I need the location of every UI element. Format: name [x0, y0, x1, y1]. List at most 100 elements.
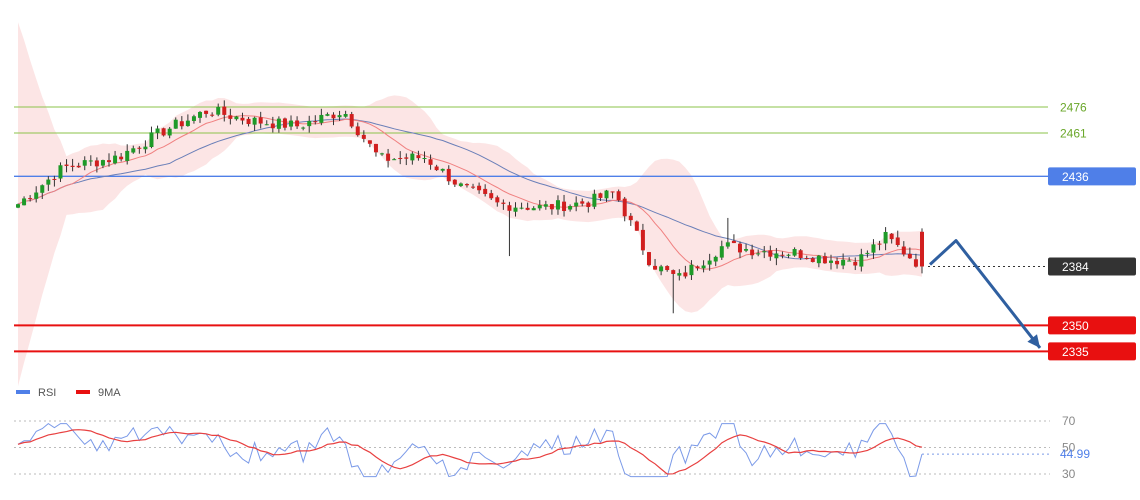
level-label-2476: 2476	[1060, 101, 1087, 115]
candle-body	[295, 120, 300, 127]
candle-body	[483, 188, 488, 194]
candle-body	[671, 270, 676, 274]
price-tag-label-2350: 2350	[1062, 319, 1089, 333]
legend-swatch-rsi	[16, 390, 30, 394]
candle-body	[616, 191, 621, 201]
candle-body	[52, 178, 57, 180]
rsi-panel: 70 50 30 44.99	[14, 414, 1090, 481]
candle-body	[562, 201, 567, 212]
candle-body	[865, 252, 870, 254]
candle-body	[270, 123, 275, 129]
candle-body	[549, 204, 554, 210]
candle-body	[889, 233, 894, 240]
candle-body	[307, 121, 312, 127]
level-label-2461: 2461	[1060, 127, 1087, 141]
candle-body	[580, 201, 585, 204]
candle-body	[665, 266, 670, 271]
candle-body	[282, 118, 287, 128]
rsi-level-label-50: 50	[1062, 441, 1076, 455]
candle-body	[446, 168, 451, 182]
candle-body	[131, 148, 136, 153]
candle-body	[107, 160, 112, 163]
candle-body	[185, 120, 190, 127]
candle-body	[331, 114, 336, 119]
candle-body	[531, 208, 536, 211]
candle-body	[677, 273, 682, 276]
candle-body	[695, 266, 700, 269]
candle-body	[634, 221, 639, 231]
candle-body	[82, 160, 87, 166]
forecast-arrow-line	[928, 239, 1042, 349]
candle-body	[349, 114, 354, 127]
candle-body	[883, 231, 888, 244]
price-tag-2384	[1048, 257, 1136, 276]
candle-body	[592, 193, 597, 207]
candle-body	[434, 166, 439, 171]
price-tag-label-2335: 2335	[1062, 345, 1089, 359]
rsi-current-value: 44.99	[1060, 447, 1090, 461]
candle-body	[707, 260, 712, 265]
candle-body	[373, 143, 378, 153]
candle-body	[458, 183, 463, 186]
candle-body	[780, 254, 785, 256]
candle-body	[161, 128, 166, 136]
candle-body	[88, 160, 93, 162]
candle-body	[28, 198, 33, 200]
candle-body	[920, 231, 924, 267]
candle-body	[659, 266, 664, 272]
candle-body	[289, 120, 294, 127]
candle-body	[173, 119, 178, 129]
level-lines	[14, 106, 1048, 353]
candle-body	[319, 114, 324, 123]
candle-body	[701, 265, 706, 269]
candle-body	[119, 156, 124, 160]
candlesticks	[16, 100, 924, 314]
candle-body	[410, 153, 415, 161]
price-tag-2335	[1048, 342, 1136, 361]
candle-body	[100, 160, 105, 166]
candle-body	[756, 253, 761, 255]
candle-body	[155, 128, 160, 133]
candle-body	[489, 193, 494, 199]
candle-body	[167, 128, 172, 136]
rsi-level-label-30: 30	[1062, 467, 1076, 481]
candle-body	[622, 198, 627, 217]
candle-body	[94, 160, 99, 167]
candle-body	[464, 184, 469, 186]
candle-body	[313, 121, 318, 123]
candle-body	[816, 255, 821, 264]
candle-body	[847, 260, 852, 262]
candle-body	[586, 202, 591, 208]
candle-body	[828, 260, 833, 263]
candle-body	[574, 202, 579, 207]
candle-body	[240, 117, 245, 121]
candle-body	[653, 265, 658, 270]
candle-body	[204, 110, 209, 114]
candle-body	[786, 254, 791, 256]
candle-body	[713, 256, 718, 262]
candle-body	[841, 259, 846, 266]
candle-body	[440, 168, 445, 171]
candle-body	[137, 147, 142, 149]
candle-body	[750, 249, 755, 256]
candle-body	[477, 185, 482, 191]
candle-body	[610, 191, 615, 193]
candle-body	[913, 259, 918, 267]
candle-body	[604, 190, 609, 199]
candle-body	[744, 249, 749, 251]
price-tag-2436	[1048, 167, 1136, 186]
candle-body	[40, 185, 45, 193]
candle-body	[519, 207, 524, 209]
candle-body	[210, 114, 215, 116]
candle-body	[822, 256, 827, 264]
price-tags: 2476 2461 2436 2384 2350 2335	[1048, 101, 1136, 361]
candle-body	[264, 124, 269, 126]
candle-body	[810, 258, 815, 262]
legend-label-rsi: RSI	[38, 387, 56, 399]
candle-body	[598, 193, 603, 198]
bollinger-band	[18, 22, 922, 387]
candle-body	[416, 155, 421, 159]
candle-body	[301, 127, 306, 129]
